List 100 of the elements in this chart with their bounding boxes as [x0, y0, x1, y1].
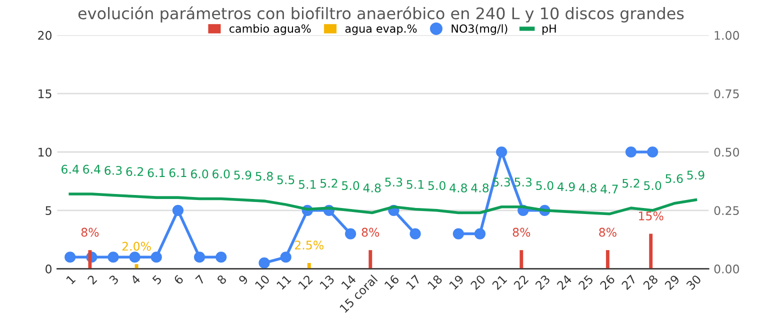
x-tick-label: 19: [448, 274, 464, 290]
point: [647, 146, 658, 158]
data-label: 4.8: [363, 183, 381, 192]
data-label: 8%: [512, 228, 530, 237]
y2-tick-label: 0.50: [714, 148, 740, 157]
point: [216, 252, 227, 263]
data-label: 6.0: [212, 169, 230, 178]
point: [150, 252, 162, 263]
legend-label: agua evap.%: [345, 24, 417, 35]
x-tick-label: 12: [298, 274, 313, 290]
data-label: 6.1: [169, 168, 186, 178]
y2-tick-label: 1.00: [714, 30, 740, 40]
x-tick-label: 13: [319, 274, 335, 290]
point: [129, 252, 140, 263]
data-label: 6.0: [190, 169, 208, 178]
data-label: 8%: [362, 228, 380, 237]
point: [172, 204, 184, 216]
x-tick-label: 9: [238, 274, 249, 285]
x-tick-label: 1: [66, 274, 76, 284]
chart-title: evolución parámetros con biofiltro anaeróbico en 240 L y 10 discos grandes: [78, 6, 684, 22]
x-tick-label: 8: [216, 274, 227, 285]
y-tick-label: 20: [38, 30, 52, 40]
data-label: 4.9: [557, 182, 575, 192]
data-label: 6.1: [148, 168, 165, 178]
y-tick-label: 10: [38, 148, 52, 157]
data-label: 5.3: [514, 178, 532, 187]
point: [452, 228, 464, 240]
y-tick-label: 5: [46, 206, 52, 216]
point: [64, 252, 76, 263]
data-label: 5.9: [234, 170, 252, 180]
x-tick-label: 20: [470, 274, 486, 290]
data-label: 5.5: [277, 175, 294, 184]
y-tick-label: 15: [38, 89, 52, 98]
data-label: 8%: [599, 228, 616, 237]
x-tick-label: 25: [578, 274, 594, 290]
x-tick-label: 2: [87, 274, 98, 285]
x-tick-label: 27: [621, 274, 637, 290]
data-label: 5.6: [666, 174, 683, 184]
y-tick-label: 0: [46, 264, 52, 274]
x-tick-label: 14: [341, 274, 356, 290]
y2-tick-label: 0.00: [714, 264, 740, 274]
x-tick-label: 16: [384, 274, 400, 290]
data-label: 6.4: [83, 164, 100, 174]
data-label: 5.1: [298, 180, 316, 189]
y2-tick-label: 0.25: [714, 206, 739, 216]
x-tick-label: 28: [642, 274, 658, 290]
x-tick-label: 26: [600, 274, 616, 290]
point: [108, 252, 119, 263]
x-tick-label: 3: [108, 274, 120, 285]
data-label: 6.3: [104, 166, 122, 175]
x-tick-label: 30: [686, 274, 702, 290]
x-tick-label: 23: [534, 274, 550, 290]
legend-label: pH: [542, 24, 556, 35]
point: [625, 146, 637, 158]
data-label: 8%: [81, 228, 99, 237]
x-tick-label: 10: [254, 274, 270, 290]
x-tick-label: 5: [152, 274, 162, 285]
x-tick-label: 17: [406, 274, 421, 290]
data-label: 4.7: [600, 184, 618, 194]
point: [474, 228, 486, 240]
legend-label: NO3(mg/l): [452, 24, 508, 35]
x-tick-label: 6: [173, 274, 184, 285]
data-label: 4.8: [579, 183, 596, 192]
bar: [649, 234, 653, 269]
y2-tick-label: 0.75: [714, 89, 739, 98]
point: [410, 228, 421, 240]
point: [258, 257, 270, 269]
data-label: 5.2: [622, 178, 640, 188]
point: [344, 228, 356, 240]
bar: [606, 250, 610, 269]
data-label: 5.0: [428, 181, 446, 190]
data-label: 5.8: [256, 172, 273, 181]
data-label: 15%: [639, 211, 664, 220]
x-tick-label: 18: [427, 274, 443, 290]
bar: [88, 250, 92, 269]
data-label: 5.0: [644, 181, 662, 190]
x-tick-label: 24: [556, 274, 572, 290]
data-label: 2.5%: [294, 240, 324, 250]
x-tick-label: 11: [276, 274, 292, 290]
x-tick-label: 7: [195, 274, 206, 285]
data-label: 5.3: [385, 178, 402, 187]
data-label: 4.8: [471, 183, 489, 192]
x-tick-label: 21: [492, 274, 508, 290]
bar: [520, 250, 524, 269]
point: [496, 146, 508, 158]
data-label: 5.1: [406, 180, 424, 189]
data-label: 5.0: [536, 181, 554, 190]
data-label: 2.0%: [122, 242, 151, 251]
data-label: 6.2: [126, 167, 144, 176]
legend-label: cambio agua%: [230, 24, 311, 35]
x-tick-label: 29: [664, 274, 680, 290]
data-label: 5.0: [342, 181, 360, 190]
point: [194, 252, 206, 263]
x-tick-label: 22: [513, 274, 529, 290]
data-label: 5.9: [687, 170, 704, 180]
x-tick-label: 4: [130, 274, 141, 285]
data-label: 6.4: [62, 164, 79, 174]
data-label: 5.2: [320, 178, 338, 188]
data-label: 4.8: [450, 183, 467, 192]
point: [280, 252, 292, 263]
